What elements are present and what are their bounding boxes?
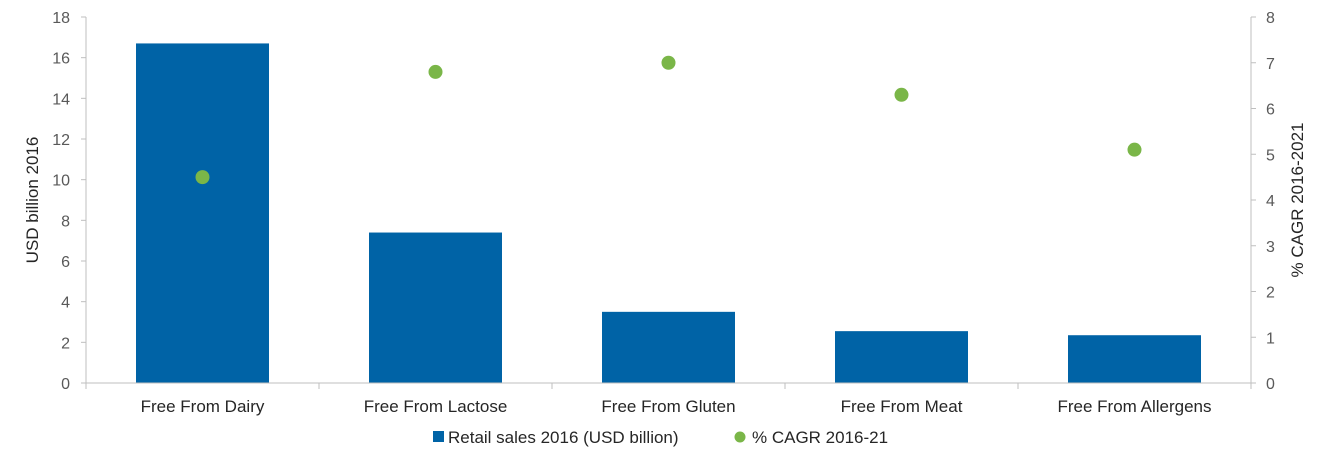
- bar: [602, 311, 735, 383]
- legend-dot-label: % CAGR 2016-21: [752, 428, 888, 447]
- y-tick-label: 18: [52, 10, 70, 27]
- y2-tick-label: 2: [1266, 285, 1275, 302]
- bars-group: [136, 43, 1201, 383]
- y-tick-label: 16: [52, 51, 70, 68]
- bar: [369, 232, 502, 383]
- point: [1127, 142, 1142, 157]
- y-tick-label: 4: [61, 295, 70, 312]
- y-tick-label: 8: [61, 213, 70, 230]
- y-tick-label: 12: [52, 132, 70, 149]
- y-axis-ticks: 0 2 4 6 8 10 12 14 16 18: [52, 10, 86, 393]
- legend-bar-label: Retail sales 2016 (USD billion): [448, 428, 679, 447]
- y2-tick-label: 4: [1266, 193, 1275, 210]
- y-tick-label: 0: [61, 376, 70, 393]
- x-tick-label: Free From Gluten: [601, 397, 735, 416]
- y2-tick-label: 1: [1266, 330, 1275, 347]
- legend-bar-swatch: [433, 431, 444, 442]
- bar: [835, 331, 968, 383]
- point: [195, 170, 210, 185]
- point: [428, 64, 443, 79]
- x-tick-label: Free From Lactose: [364, 397, 508, 416]
- points-group: [195, 55, 1142, 185]
- y2-tick-label: 3: [1266, 239, 1275, 256]
- y2-tick-label: 5: [1266, 147, 1275, 164]
- legend-dot-swatch: [734, 431, 746, 443]
- y2-axis-title: % CAGR 2016-2021: [1288, 123, 1307, 278]
- y-tick-label: 10: [52, 173, 70, 190]
- y2-tick-label: 0: [1266, 376, 1275, 393]
- bar: [1068, 335, 1201, 383]
- point: [894, 87, 909, 102]
- y2-tick-label: 6: [1266, 102, 1275, 119]
- legend: Retail sales 2016 (USD billion) % CAGR 2…: [433, 428, 888, 447]
- y2-axis-ticks: 0 1 2 3 4 5 6 7 8: [1251, 10, 1275, 393]
- y-tick-label: 6: [61, 254, 70, 271]
- y2-tick-label: 8: [1266, 10, 1275, 27]
- y-tick-label: 14: [52, 91, 70, 108]
- point: [661, 55, 676, 70]
- x-axis-ticks: Free From Dairy Free From Lactose Free Fro…: [85, 383, 1252, 416]
- x-tick-label: Free From Meat: [841, 397, 963, 416]
- x-tick-label: Free From Dairy: [141, 397, 265, 416]
- y2-tick-label: 7: [1266, 56, 1275, 73]
- bar: [136, 43, 269, 383]
- y-axis-title: USD billion 2016: [23, 137, 42, 264]
- x-tick-label: Free From Allergens: [1058, 397, 1212, 416]
- y-tick-label: 2: [61, 335, 70, 352]
